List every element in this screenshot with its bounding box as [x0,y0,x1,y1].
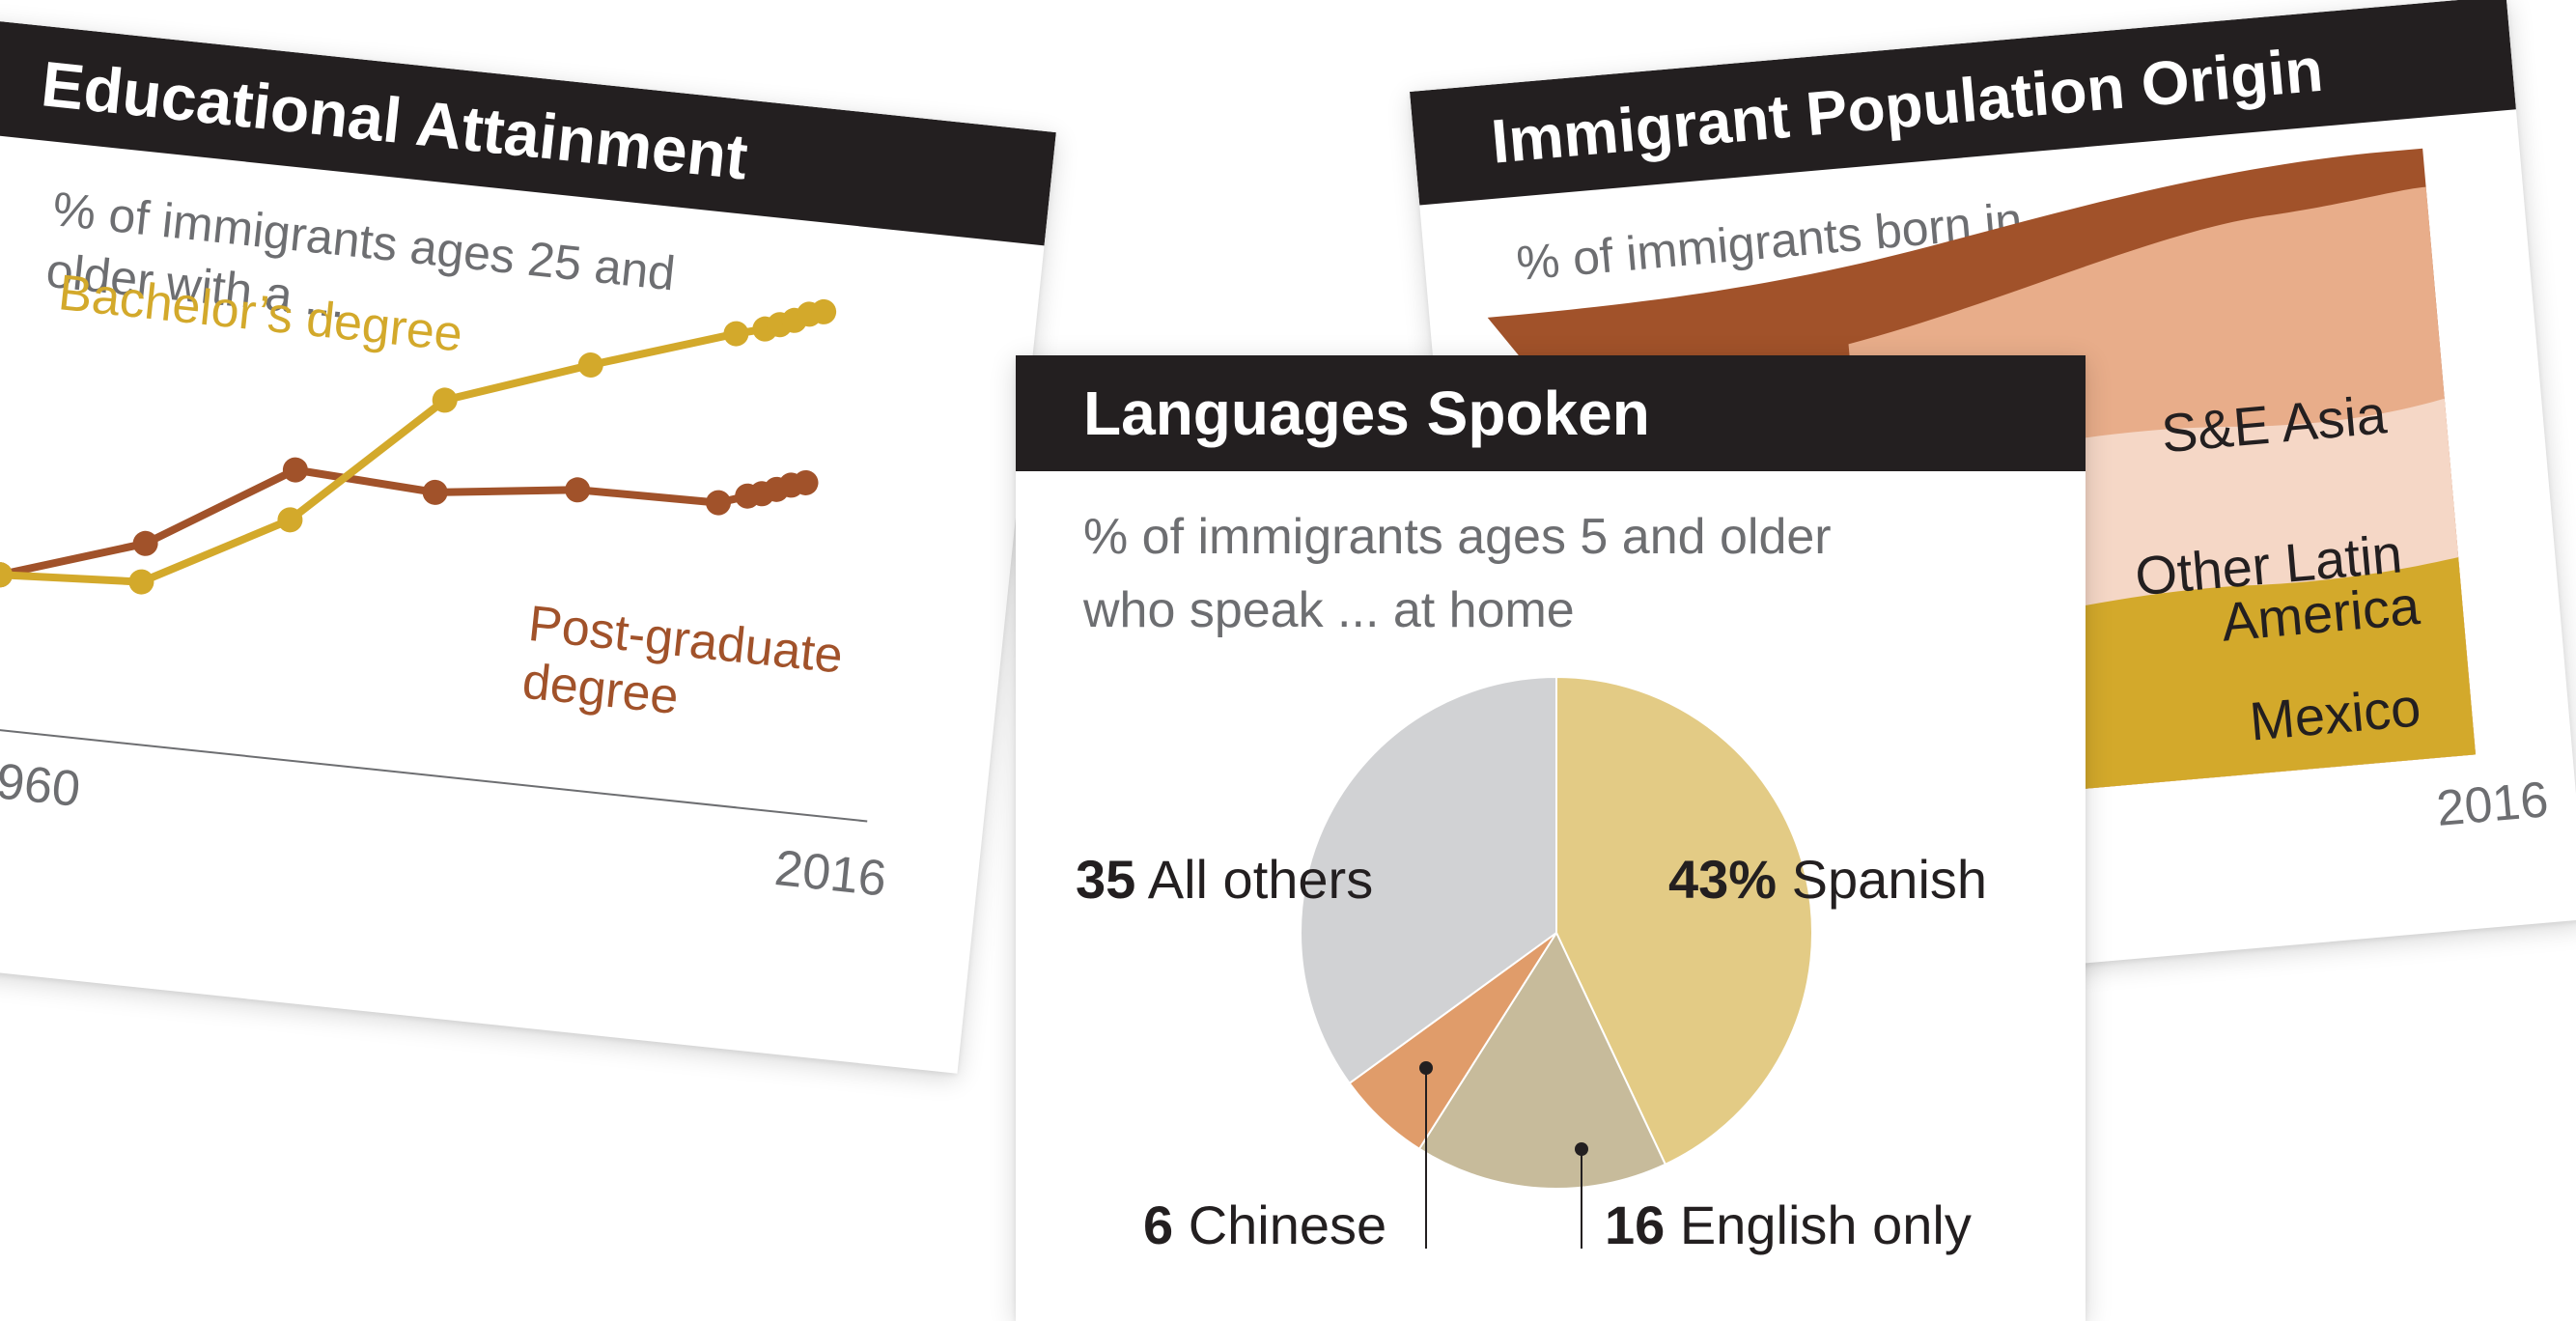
edu-point-postgrad-2000 [565,477,591,503]
imm-x-end-label: 2016 [2434,772,2550,837]
edu-point-bachelors-1960 [0,562,13,588]
edu-baseline [0,725,868,823]
pie-value-chinese: 6 [1143,1195,1174,1255]
pie-value-english-only: 16 [1605,1195,1666,1255]
english-leader-dot [1575,1142,1588,1156]
pie-slice-group [1300,675,1813,1190]
edu-point-postgrad-2016 [793,469,819,495]
edu-series-label-postgrad: Post-graduate degree [519,596,859,744]
edu-point-postgrad-2010 [706,490,732,516]
lang-pie-chart [1300,675,1813,1249]
edu-point-postgrad-1990 [422,479,448,505]
pie-slice-all-others [1300,675,1557,1085]
pie-name-chinese: Chinese [1173,1195,1387,1255]
edu-line-chart: Bachelor’s degree Post-graduate degree 1… [0,265,889,908]
lang-title: Languages Spoken [1016,355,2086,471]
chinese-leader-dot [1419,1061,1433,1075]
lang-subtitle-line1: % of immigrants ages 5 and older [1083,509,1832,565]
pie-label-spanish: 43% Spanish [1668,848,1987,911]
pie-value-all-others: 35 [1076,849,1136,910]
edu-series-label-bachelors: Bachelor’s degree [56,265,465,363]
edu-series-group [0,298,837,595]
edu-point-bachelors-1970 [128,569,154,595]
pie-value-spanish: 43% [1668,849,1778,910]
pie-label-chinese: 6 Chinese [1143,1194,1386,1256]
pie-label-all-others: 35 All others [1076,848,1373,911]
pie-name-all-others: All others [1135,849,1374,910]
edu-point-bachelors-1980 [277,507,303,533]
edu-point-bachelors-2010 [723,321,749,347]
languages-spoken-card: Languages Spoken % of immigrants ages 5 … [1016,355,2086,1321]
edu-x-end-label: 2016 [772,840,889,908]
pie-name-english-only: English only [1665,1195,1972,1255]
edu-point-postgrad-1980 [282,457,308,483]
educational-attainment-card: Educational Attainment % of immigrants a… [0,19,1056,1074]
edu-point-bachelors-2000 [577,351,603,378]
pie-slice-english-only [1417,930,1667,1190]
pie-label-english-only: 16 English only [1605,1194,1972,1256]
imm-label-mexico: Mexico [2247,676,2422,751]
edu-point-bachelors-2016 [811,298,837,324]
pie-slice-spanish [1555,675,1813,1166]
pie-name-spanish: Spanish [1777,849,1988,910]
lang-subtitle: % of immigrants ages 5 and older who spe… [1083,500,2068,647]
edu-point-postgrad-1970 [132,530,158,556]
lang-subtitle-line2: who speak ... at home [1083,582,1575,638]
edu-x-start-label: 1960 [0,750,83,818]
edu-point-bachelors-1990 [432,387,458,413]
